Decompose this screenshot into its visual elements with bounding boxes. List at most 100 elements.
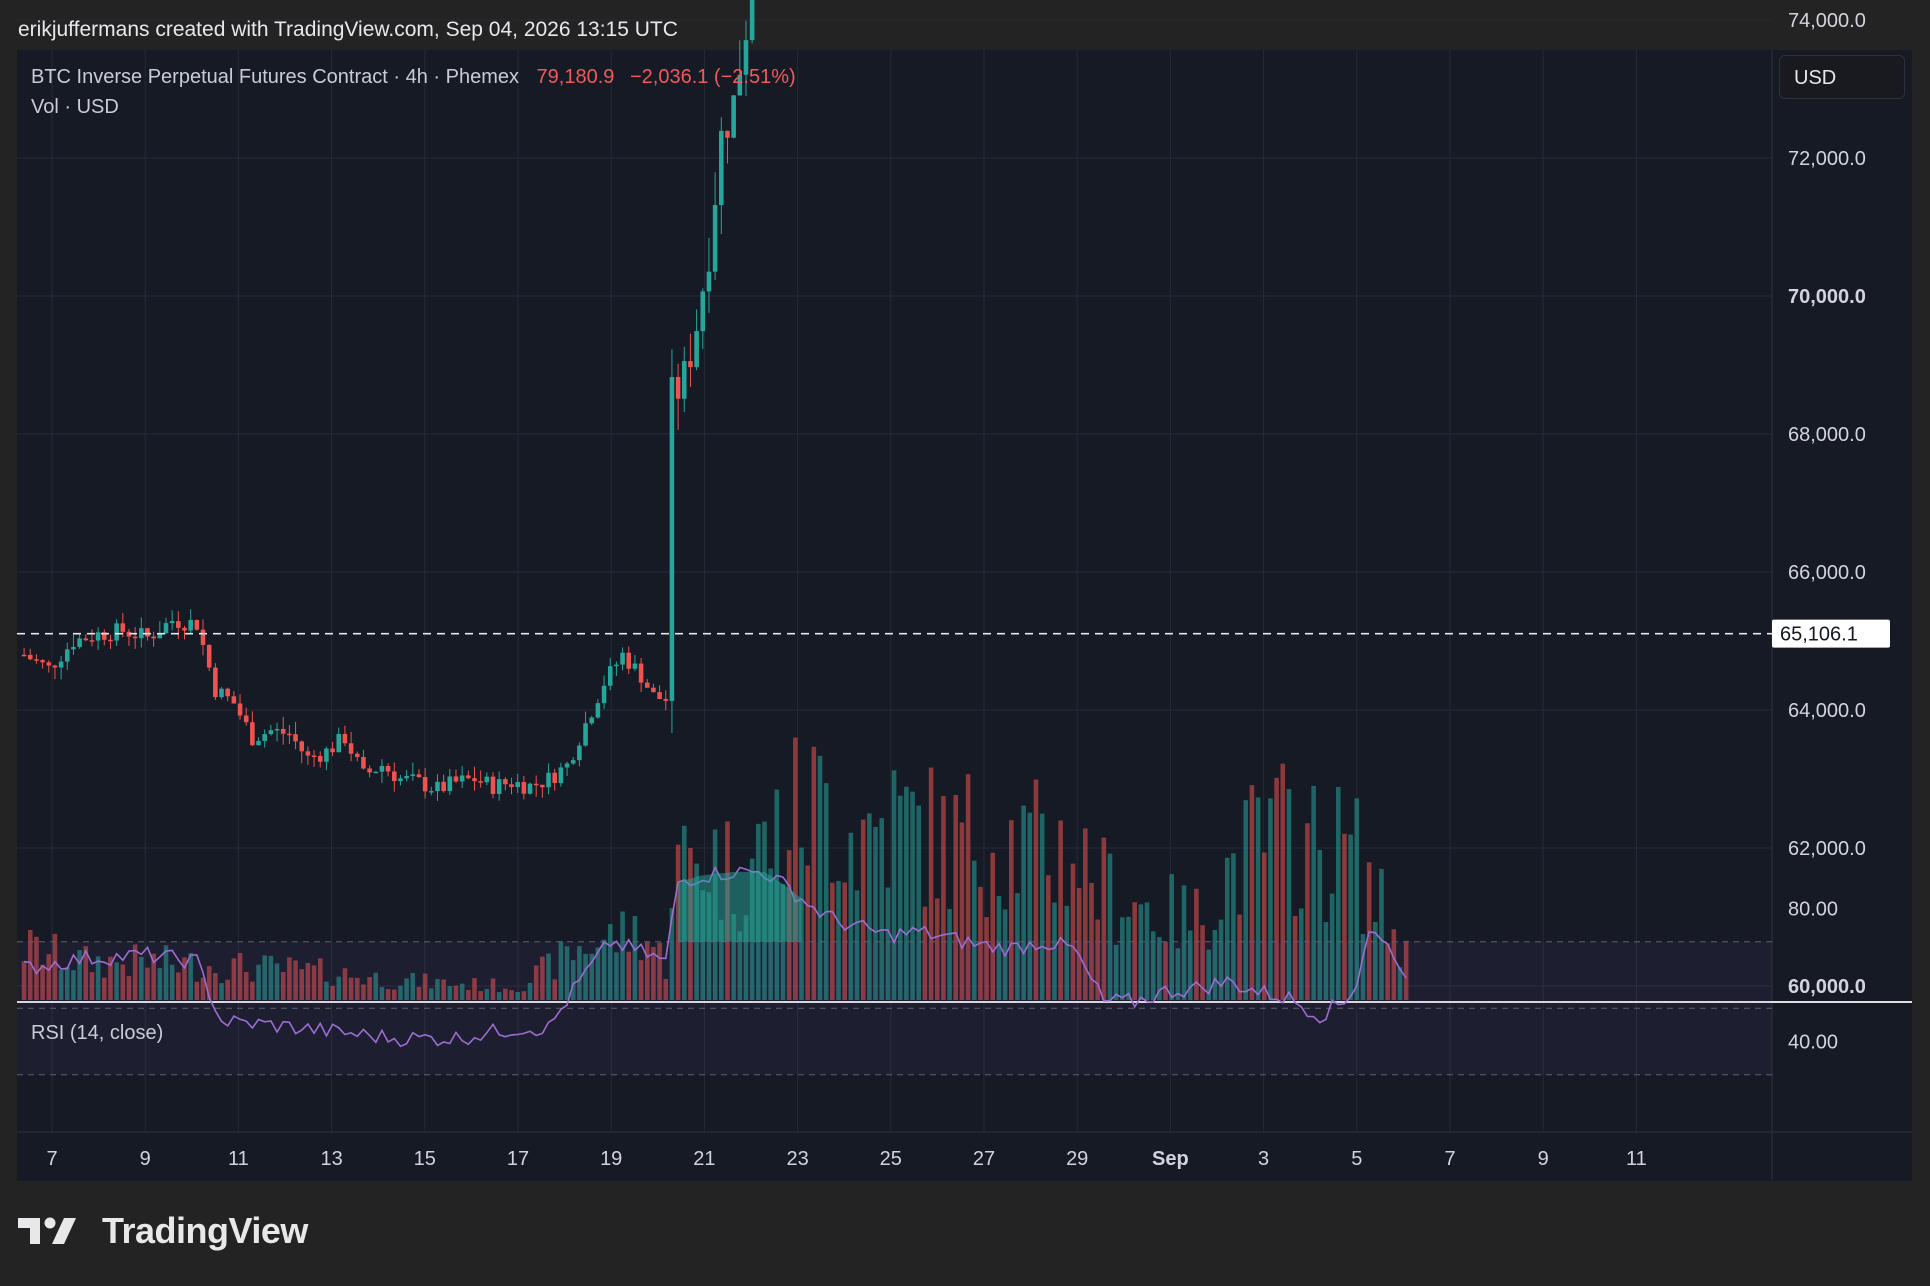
volume-bar <box>1323 922 1329 1000</box>
candle-body <box>145 628 150 637</box>
volume-bar <box>1033 779 1039 1000</box>
candle-body <box>651 687 656 693</box>
price-axis-label: 60,000.0 <box>1788 976 1866 998</box>
volume-bar <box>472 978 477 1000</box>
volume-bar <box>126 976 132 1000</box>
volume-bar <box>799 847 804 1000</box>
candle-body <box>342 733 348 744</box>
last-price: 79,180.9 <box>536 66 615 88</box>
volume-bar <box>447 986 453 1000</box>
candle-body <box>194 620 200 630</box>
volume-bar <box>1200 925 1205 1000</box>
volume-bar <box>1255 797 1261 1000</box>
time-axis-label: 13 <box>320 1148 342 1170</box>
candle-body <box>287 733 292 736</box>
volume-bar <box>1101 837 1107 1000</box>
volume-bar <box>108 956 113 1000</box>
volume-bar <box>182 957 187 1000</box>
volume-bar <box>1058 820 1063 1000</box>
tradingview-logo[interactable]: TradingView <box>18 1210 308 1252</box>
volume-bar <box>392 989 397 1000</box>
candle-body <box>398 778 403 782</box>
volume-bar <box>1249 785 1255 1000</box>
candle-body <box>52 665 58 668</box>
volume-bar <box>194 981 200 1000</box>
volume-bar <box>169 964 175 1000</box>
candle-body <box>422 777 428 792</box>
volume-bar <box>1268 798 1273 1000</box>
candle-body <box>644 682 650 688</box>
volume-bar <box>1120 917 1125 1000</box>
volume-bar <box>1379 868 1384 1000</box>
candle-body <box>379 765 385 772</box>
volume-bar <box>213 972 218 1000</box>
volume-bar <box>1064 905 1070 1000</box>
volume-bar <box>867 813 872 1000</box>
volume-bar <box>1150 931 1156 1000</box>
volume-bar <box>1015 893 1020 1000</box>
volume-bar <box>1342 833 1347 1000</box>
volume-bar <box>200 977 206 1000</box>
candle-body <box>188 620 193 631</box>
candle-body <box>607 666 613 686</box>
time-axis-label: 11 <box>1626 1148 1647 1170</box>
volume-bar <box>595 947 601 1000</box>
volume-bar <box>552 979 557 1000</box>
candle-body <box>540 784 545 788</box>
candle-body <box>484 776 490 783</box>
volume-bar <box>441 979 446 1000</box>
price-axis-label: 62,000.0 <box>1788 838 1866 860</box>
volume-bar <box>564 946 570 1000</box>
candle-body <box>675 376 681 399</box>
volume-bar <box>577 946 582 1000</box>
price-axis[interactable]: 84,000.082,000.080,000.078,000.076,000.0… <box>1788 0 1866 998</box>
volume-bar <box>373 972 379 1000</box>
candle-body <box>601 685 607 704</box>
volume-bar <box>1163 942 1168 1000</box>
rsi-band <box>17 941 1772 1075</box>
volume-bar <box>416 986 422 1000</box>
time-axis[interactable]: 7 9 11 13 15 17 19 21 23 25 27 29 Sep 3 5 7 9 11 <box>46 1148 1646 1170</box>
candle-body <box>558 767 564 784</box>
candle-body <box>694 331 699 368</box>
time-axis-label: 27 <box>973 1148 995 1170</box>
level-tag <box>1772 619 1890 648</box>
volume-bar <box>817 755 823 1000</box>
candle-body <box>503 779 508 785</box>
volume-bar <box>719 919 724 1000</box>
rsi-axis-label: 80.00 <box>1788 899 1838 921</box>
volume-bar <box>243 972 249 1000</box>
volume-bar <box>250 981 255 1000</box>
candle-body <box>731 95 736 138</box>
volume-bar <box>361 984 366 1000</box>
volume-bar <box>626 951 632 1000</box>
candle-body <box>719 130 724 206</box>
candle-body <box>546 772 551 788</box>
volume-bar <box>163 945 169 1000</box>
symbol-legend: BTC Inverse Perpetual Futures Contract ·… <box>31 66 796 89</box>
volume-bar <box>348 977 354 1000</box>
volume-bar <box>1391 929 1397 1000</box>
candle-body <box>583 723 588 746</box>
candle-body <box>447 776 453 792</box>
candle-body <box>274 728 280 731</box>
candle-body <box>34 659 39 661</box>
candle-body <box>441 781 446 792</box>
volume-bar <box>1280 763 1286 1000</box>
volume-bar <box>1169 874 1174 1000</box>
volume-bar <box>1039 813 1045 1000</box>
volume-bar <box>1113 944 1119 1000</box>
volume-bar <box>793 737 798 1000</box>
currency-unit-button[interactable]: USD <box>1779 55 1905 99</box>
volume-bar <box>1237 914 1242 1000</box>
horizontal-levels[interactable]: 80,503.076,530.765,106.1 <box>17 0 1890 648</box>
volume-bar <box>114 962 119 1000</box>
volume-bar <box>1336 787 1341 1000</box>
candle-body <box>200 629 206 645</box>
candle-body <box>589 717 595 724</box>
volume-bar <box>1046 875 1051 1000</box>
volume-bar <box>1076 888 1082 1000</box>
volume-bar <box>1231 853 1236 1000</box>
volume-bar <box>515 991 520 1000</box>
